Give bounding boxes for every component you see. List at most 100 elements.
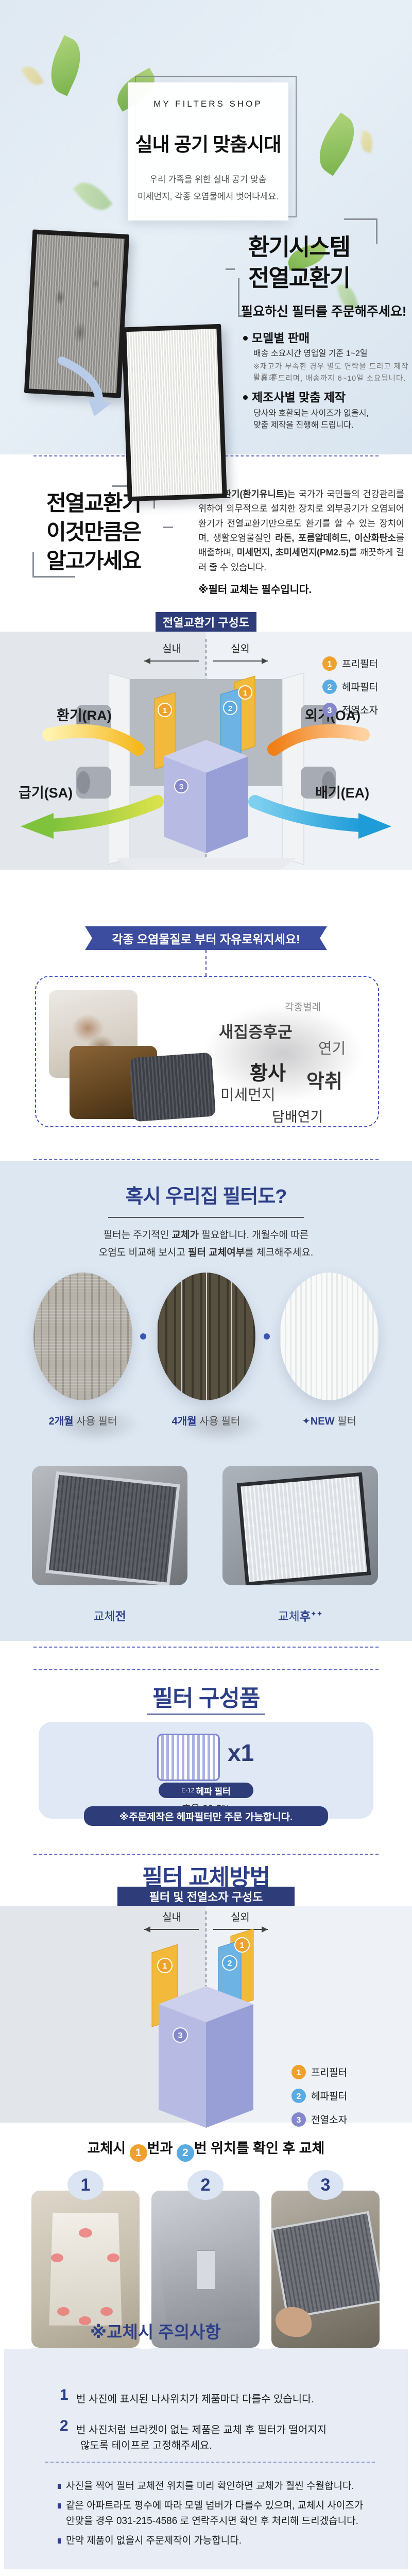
bracket-decoration bbox=[238, 278, 247, 317]
order-cta: 필요하신 필터를 주문해주세요! bbox=[241, 304, 407, 319]
bullet-custom-make: 제조사별 맞춤 제작 bbox=[243, 387, 346, 405]
sa-label: 급기(SA) bbox=[19, 785, 73, 801]
hero-title: 실내 공기 맞춤시대 bbox=[135, 134, 282, 155]
legend-element: 전열소자 bbox=[311, 2114, 347, 2126]
diagram1-legend: 1 프리필터 2 헤파필터 3 전열소자 bbox=[322, 656, 378, 717]
pollutant-word: 연기 bbox=[318, 1041, 346, 1057]
kit-underline bbox=[147, 1714, 265, 1715]
stock-note-2: 발송해 드리며, 배송까지 6~10일 소요됩니다. bbox=[253, 375, 406, 383]
check-paragraph-1: 필터는 주기적인 교체가 필요합니다. 개월수에 따른 bbox=[103, 1230, 309, 1241]
bolt-marker bbox=[79, 2316, 92, 2325]
know-seg-bold-5: 미세먼지, 초미세먼지(PM2.5) bbox=[236, 547, 349, 558]
know-seg-2: 는 국가가 국민들의 건강관리를 위하여 의무적으로 설치한 장치로 외부공기가… bbox=[198, 489, 404, 544]
step1-photo bbox=[31, 2191, 140, 2348]
know-paragraph: 전열교환기(환기유니트)는 국가가 국민들의 건강관리를 위하여 의무적으로 설… bbox=[198, 487, 404, 574]
svg-text:2: 2 bbox=[328, 683, 332, 692]
outdoor-label: 실외 bbox=[231, 1911, 250, 1923]
diagram2-badge: 필터 및 전열소자 구성도 bbox=[117, 1887, 295, 1906]
separator-dot bbox=[264, 1333, 270, 1340]
caution-item-2a: 번 사진처럼 브라켓이 없는 제품은 교체 후 필터가 떨어지지 bbox=[76, 2425, 327, 2436]
title-underline bbox=[108, 1217, 304, 1218]
kit-note-banner: ※주문제작은 헤파필터만 주문 가능합니다. bbox=[84, 1806, 328, 1826]
pollutant-word: 각종벌레 bbox=[285, 1002, 321, 1013]
legend-hepa: 헤파필터 bbox=[342, 682, 378, 693]
leaf-icon bbox=[358, 130, 375, 153]
hero-subtitle-1: 우리 가족을 위한 실내 공기 맞춤 bbox=[149, 175, 267, 184]
pollutant-word: 미세먼지 bbox=[220, 1087, 276, 1104]
after-label: 교체후✦✦ bbox=[278, 1609, 323, 1623]
pollutant-word: 악취 bbox=[306, 1071, 342, 1093]
before-label: 교체전 bbox=[93, 1609, 126, 1623]
check-paragraph-2: 오염도 비교해 보시고 필터 교체여부를 체크해주세요. bbox=[98, 1247, 314, 1258]
separator-dot bbox=[140, 1333, 146, 1340]
section-divider bbox=[33, 1669, 379, 1670]
part-name: 헤파 필터 bbox=[196, 1786, 231, 1797]
step2-circle: 2 bbox=[176, 2144, 194, 2162]
caution-box: 1 번 사진에 표시된 나사위치가 제품마다 다를수 있습니다. 2 번 사진처… bbox=[4, 2349, 408, 2569]
svg-text:3: 3 bbox=[328, 706, 332, 715]
smoke-cloud bbox=[196, 989, 371, 1118]
svg-text:3: 3 bbox=[179, 783, 183, 791]
legend-hepa: 헤파필터 bbox=[311, 2091, 347, 2102]
kit-qty: x1 bbox=[228, 1739, 254, 1766]
filter-change-note: ※필터 교체는 필수입니다. bbox=[198, 584, 312, 596]
step2-photo bbox=[151, 2191, 260, 2348]
filter-new-image bbox=[280, 1273, 379, 1400]
bracket-dash bbox=[226, 268, 235, 270]
section-divider bbox=[33, 1647, 379, 1648]
pollution-ribbon: 각종 오염물질로 부터 자유로워지세요! bbox=[85, 926, 327, 950]
delivery-time: 배송 소요시간 영업일 기준 1~2일 bbox=[253, 349, 368, 358]
step-number-1: 1 bbox=[67, 2170, 104, 2200]
dark-filter-photo bbox=[129, 1052, 216, 1122]
heat-element-right bbox=[206, 756, 248, 853]
bullet-model-sale: 모델별 판매 bbox=[243, 328, 310, 346]
leaf-icon bbox=[21, 62, 44, 89]
caution-bullet-3: 만약 제품이 없을시 주문제작이 가능합니다. bbox=[58, 2533, 242, 2547]
svg-text:1: 1 bbox=[163, 1962, 167, 1971]
part-name-pill: E-12 헤파 필터 bbox=[159, 1783, 253, 1798]
caution-bullet-2b: 안맞을 경우 031-215-4586 로 연락주시면 확인 후 처리해 드리겠… bbox=[66, 2516, 358, 2527]
section-divider bbox=[33, 1854, 379, 1855]
oval-label-new: ✦NEW 필터 bbox=[302, 1416, 356, 1427]
legend-prefilter: 프리필터 bbox=[342, 658, 378, 670]
know-seg-6: 를 깨끗하게 걸러 줄 수 있습니다. bbox=[198, 547, 404, 572]
svg-text:2: 2 bbox=[297, 2092, 301, 2101]
pollutant-word: 황사 bbox=[250, 1063, 286, 1084]
know-title-1: 전열교환기 bbox=[46, 491, 142, 515]
old-filter bbox=[271, 2211, 380, 2319]
outdoor-label: 실외 bbox=[231, 643, 250, 655]
legend-element: 전열소자 bbox=[342, 705, 378, 716]
step1-circle: 1 bbox=[129, 2144, 147, 2162]
custom-line-2: 맞춤 제작을 진행해 드립니다. bbox=[253, 421, 354, 430]
leaf-icon bbox=[73, 175, 113, 217]
bolt-marker bbox=[57, 2307, 70, 2316]
brand-label: MY FILTERS SHOP bbox=[153, 99, 263, 109]
caution-item-1: 번 사진에 표시된 나사위치가 제품마다 다를수 있습니다. bbox=[76, 2394, 315, 2405]
clean-filter-image bbox=[122, 324, 227, 502]
caution-num-1: 1 bbox=[60, 2386, 68, 2403]
bolt-marker bbox=[107, 2253, 119, 2262]
kit-title: 필터 구성품 bbox=[152, 1686, 261, 1711]
filter-2month-image bbox=[33, 1273, 132, 1400]
hand bbox=[276, 2307, 312, 2337]
section-divider bbox=[33, 1159, 379, 1160]
after-change-photo bbox=[222, 1466, 378, 1585]
leaf-icon bbox=[308, 112, 366, 176]
heat-element-left bbox=[159, 2004, 206, 2128]
bracket-decoration bbox=[344, 218, 377, 244]
old-filter-in-unit bbox=[45, 1471, 180, 1585]
diagram1-badge: 전열교환기 구성도 bbox=[156, 612, 256, 632]
smoke-effect bbox=[46, 1401, 144, 1448]
custom-line-1: 당사와 호환되는 사이즈가 없을시, bbox=[253, 409, 369, 418]
filter-position-diagram: 실내 실외 1 1 2 3 1 프리필터 2 헤파필터 3 전열소자 bbox=[0, 1906, 412, 2128]
leaf-icon bbox=[41, 35, 90, 96]
heat-element-right bbox=[206, 2004, 253, 2128]
bullet-model-sale-label: 모델별 판매 bbox=[252, 331, 310, 345]
pollutant-word: 새집증후군 bbox=[219, 1023, 293, 1041]
intro-title-1: 환기시스템 bbox=[248, 234, 351, 260]
svg-text:1: 1 bbox=[240, 1941, 245, 1950]
new-filter-in-unit bbox=[236, 1472, 371, 1585]
svg-text:1: 1 bbox=[163, 706, 167, 715]
